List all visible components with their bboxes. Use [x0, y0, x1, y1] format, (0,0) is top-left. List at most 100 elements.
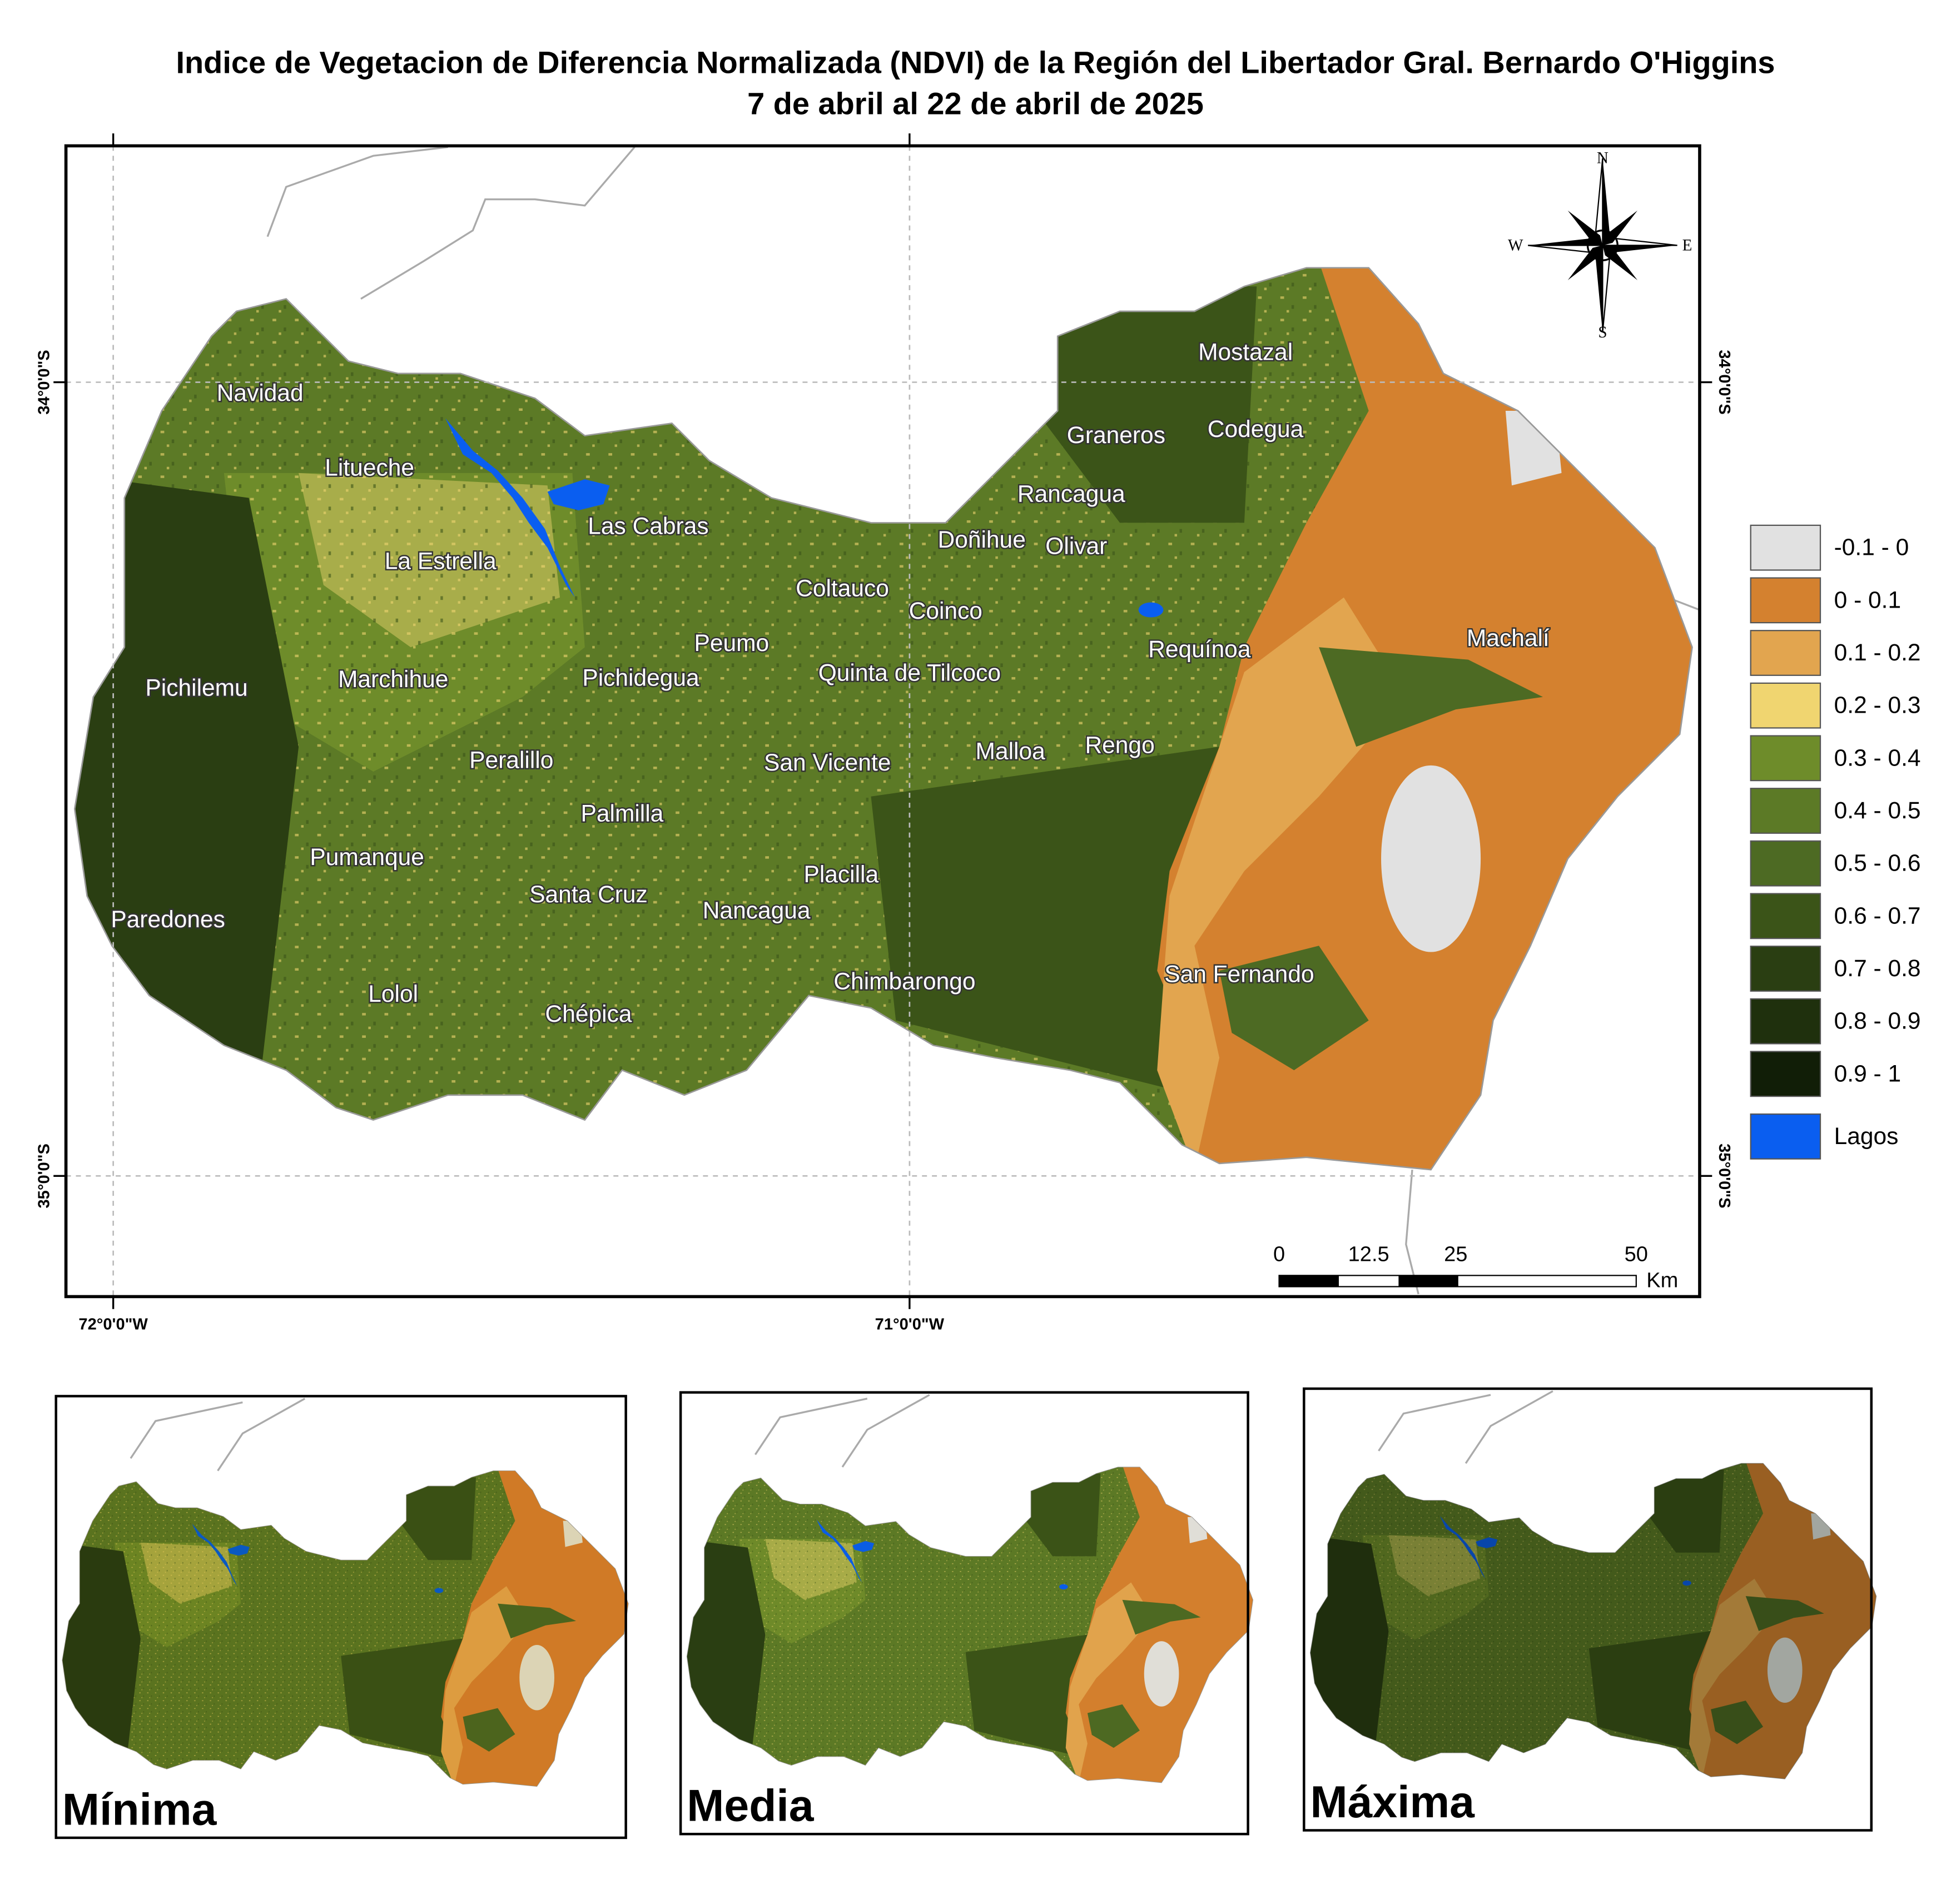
legend-label: 0.7 - 0.8: [1834, 956, 1921, 982]
longitude-label: 71°0'0"W: [875, 1316, 945, 1334]
ndvi-tint: [687, 1466, 1253, 1783]
inset-frame: [679, 1391, 1249, 1836]
legend-swatch: [1750, 1051, 1821, 1097]
legend-swatch: [1750, 840, 1821, 887]
legend-label: Lagos: [1834, 1123, 1899, 1150]
inset-map: Media: [661, 1374, 1270, 1836]
legend-swatch: [1750, 524, 1821, 571]
inset-label: Media: [687, 1781, 814, 1831]
legend-label: 0.5 - 0.6: [1834, 851, 1921, 877]
legend-swatch: [1750, 788, 1821, 834]
place-label: Mostazal: [1198, 339, 1293, 365]
scale-unit: Km: [1646, 1269, 1678, 1292]
place-label: Pichilemu: [145, 675, 247, 702]
legend-label: -0.1 - 0: [1834, 535, 1909, 561]
inset-label: Máxima: [1310, 1777, 1475, 1827]
main-map: 34°0'0"S 35°0'0"S 34°0'0"S 35°0'0"S 72°0…: [0, 1, 1742, 1334]
place-label: Pumanque: [310, 844, 424, 871]
place-label: Machalí: [1467, 625, 1550, 652]
subtitle: 7 de abril al 22 de abril de 2025: [747, 86, 1204, 121]
legend-swatch: [1750, 577, 1821, 624]
legend: -0.1 - 0 0 - 0.1 0.1 - 0.2 0.2 - 0.3 0.3 - 0…: [1750, 524, 1921, 1160]
border-line: [841, 1394, 930, 1468]
place-label: Chimbarongo: [833, 969, 975, 995]
place-label: Navidad: [217, 380, 304, 406]
latitude-label: 35°0'0"S: [35, 1144, 53, 1208]
compass-letter: S: [1598, 324, 1607, 341]
legend-label: 0.1 - 0.2: [1834, 640, 1921, 666]
place-label: La Estrella: [385, 548, 497, 574]
place-label: Coltauco: [796, 576, 889, 602]
place-label: Santa Cruz: [529, 882, 648, 908]
place-label: Malloa: [976, 739, 1046, 765]
legend-swatch: [1750, 1113, 1821, 1160]
scale-label: 0: [1273, 1243, 1285, 1266]
compass-letter: N: [1597, 150, 1609, 167]
place-label: Nancagua: [703, 898, 811, 924]
place-label: Doñihue: [938, 527, 1026, 553]
legend-swatch: [1750, 998, 1821, 1045]
legend-label: 0.3 - 0.4: [1834, 745, 1921, 771]
place-label: Paredones: [111, 907, 225, 933]
place-label: Rancagua: [1017, 481, 1125, 507]
ndvi-tint: [62, 1470, 629, 1787]
latitude-label: 34°0'0"S: [35, 350, 53, 414]
legend-label: 0.2 - 0.3: [1834, 693, 1921, 719]
border-line: [130, 1401, 243, 1459]
place-label: Olivar: [1045, 533, 1107, 559]
place-label: Lolol: [368, 981, 418, 1007]
border-line: [1378, 1394, 1491, 1451]
border-line: [217, 1398, 306, 1472]
longitude-label: 72°0'0"W: [78, 1316, 148, 1334]
scale-bar: 0 12.5 25 50 Km: [1273, 1243, 1678, 1292]
inset-frame: [54, 1395, 627, 1840]
place-label: San Fernando: [1164, 961, 1314, 987]
legend-label: 0.9 - 1: [1834, 1061, 1902, 1087]
legend-label: 0.6 - 0.7: [1834, 903, 1921, 929]
title: Indice de Vegetacion de Diferencia Norma…: [176, 45, 1775, 80]
place-label: Codegua: [1208, 416, 1304, 443]
border-line: [754, 1398, 868, 1455]
place-label: Peralillo: [469, 747, 553, 773]
legend-swatch: [1750, 893, 1821, 939]
scale-label: 50: [1625, 1243, 1648, 1266]
legend-label: 0 - 0.1: [1834, 587, 1902, 613]
place-label: Pichidegua: [582, 665, 699, 692]
inset-maps: Mínima Media Máxima: [36, 1370, 1894, 1840]
border-line: [266, 146, 448, 237]
place-label: Graneros: [1067, 422, 1165, 449]
legend-label: 0.8 - 0.9: [1834, 1008, 1921, 1035]
legend-swatch: [1750, 735, 1821, 782]
inset-map: Máxima: [1284, 1370, 1894, 1832]
border-line: [1465, 1390, 1553, 1464]
place-label: Marchihue: [338, 667, 448, 693]
latitude-label: 34°0'0"S: [1715, 350, 1733, 414]
place-label: Peumo: [694, 630, 770, 657]
scale-label: 12.5: [1348, 1243, 1389, 1266]
ndvi-raster: [0, 1, 1742, 1245]
place-label: Placilla: [803, 862, 878, 888]
inset-label: Mínima: [62, 1784, 217, 1835]
border-line: [360, 146, 636, 300]
place-label: Requínoa: [1148, 637, 1251, 663]
map-frame: [64, 144, 1701, 1299]
place-label: San Vicente: [764, 750, 891, 776]
place-label: Litueche: [325, 455, 414, 481]
scale-label: 25: [1444, 1243, 1467, 1266]
north-arrow: N S E W: [1508, 150, 1692, 341]
inset-map: Mínima: [36, 1377, 646, 1840]
inset-frame: [1303, 1387, 1873, 1832]
place-labels: Navidad Litueche La Estrella Las Cabras Pich…: [110, 338, 1551, 1028]
compass-letter: E: [1682, 236, 1692, 254]
place-label: Las Cabras: [588, 514, 708, 540]
ndvi-tint: [1310, 1463, 1876, 1779]
legend-label: 0.4 - 0.5: [1834, 798, 1921, 824]
place-label: Chépica: [545, 1001, 632, 1027]
compass-letter: W: [1508, 236, 1523, 254]
place-label: Palmilla: [581, 801, 664, 827]
frame-ticks: [53, 133, 1712, 1309]
place-label: Quinta de Tilcoco: [818, 660, 1001, 687]
legend-swatch: [1750, 630, 1821, 676]
